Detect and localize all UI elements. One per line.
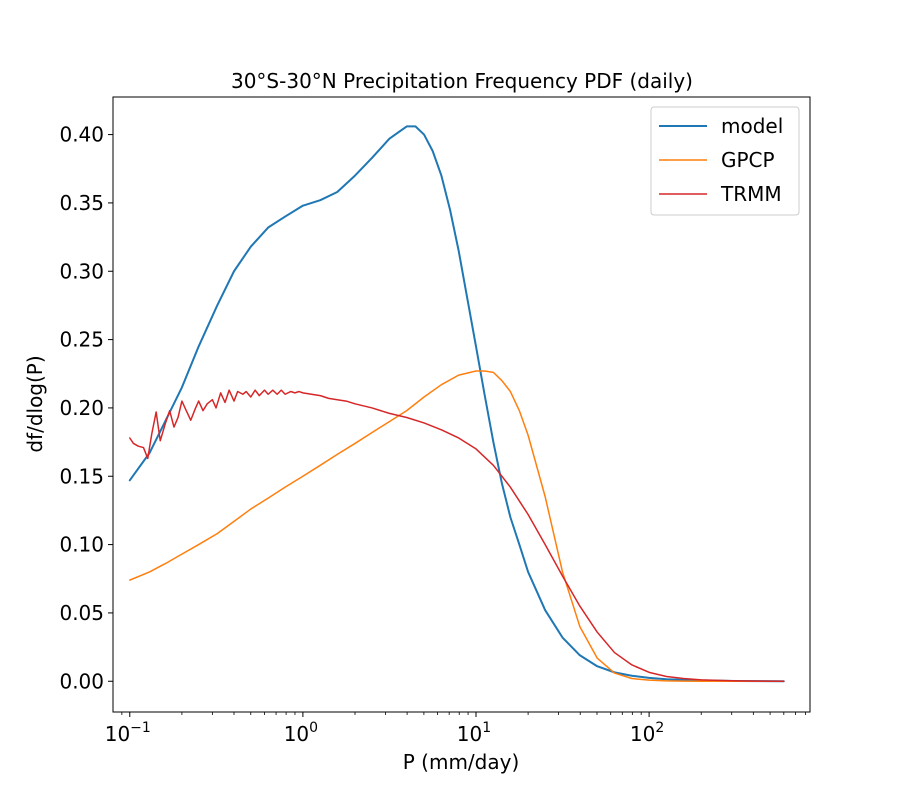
y-tick-label: 0.40	[59, 123, 104, 147]
y-tick-label: 0.35	[59, 191, 104, 215]
y-tick-label: 0.05	[59, 601, 104, 625]
legend-label-gpcp: GPCP	[721, 148, 775, 172]
axis-ticks: 0.00 0.05 0.10 0.15 0.20 0.25 0.30 0.35 0.40 10−1…	[59, 123, 806, 746]
plot-frame	[112, 96, 811, 713]
series-line-trmm	[129, 389, 785, 682]
y-tick-label: 0.10	[59, 533, 104, 557]
chart-title: 30°S-30°N Precipitation Frequency PDF (d…	[231, 69, 693, 93]
legend: model GPCP TRMM	[650, 106, 800, 216]
x-tick-label: 100	[284, 720, 318, 746]
legend-box	[650, 106, 800, 216]
y-tick-label: 0.15	[59, 464, 104, 488]
y-axis-label: df/dlog(P)	[23, 355, 47, 452]
x-tick-label: 102	[630, 720, 664, 746]
x-axis-label: P (mm/day)	[403, 750, 520, 774]
x-tick-label: 10−1	[105, 720, 151, 746]
x-tick-label: 101	[457, 720, 491, 746]
y-tick-label: 0.00	[59, 669, 104, 693]
legend-label-model: model	[721, 114, 783, 138]
legend-label-trmm: TRMM	[720, 182, 782, 206]
series-line-gpcp	[129, 370, 785, 682]
series-lines	[128, 125, 785, 683]
y-tick-label: 0.25	[59, 328, 104, 352]
y-tick-label: 0.30	[59, 259, 104, 283]
y-tick-label: 0.20	[59, 396, 104, 420]
